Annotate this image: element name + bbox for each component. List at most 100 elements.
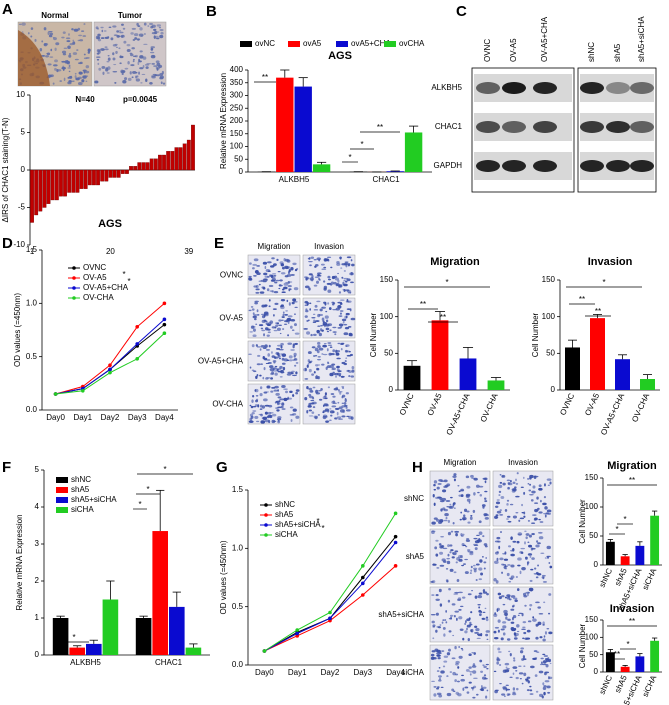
cell-blob [251, 344, 255, 348]
cell-blob [272, 367, 277, 370]
bar [67, 169, 72, 193]
cell-blob [69, 53, 71, 55]
bar [30, 169, 34, 223]
x-tick-label: Day2 [101, 413, 120, 422]
cell-blob [273, 290, 279, 294]
cell-blob [280, 304, 283, 308]
cell-blob [112, 52, 115, 56]
cell-blob [332, 276, 337, 279]
cell-blob [318, 389, 322, 392]
cell-blob [341, 395, 344, 399]
cell-blob [512, 666, 518, 669]
cell-blob [255, 284, 259, 289]
y-tick-label: 50 [234, 154, 243, 163]
cell-blob [506, 572, 510, 577]
cell-blob [519, 650, 524, 654]
cell-blob [295, 392, 299, 395]
cell-blob [468, 501, 471, 504]
cell-blob [464, 571, 469, 575]
cell-blob [499, 531, 503, 533]
cell-blob [263, 311, 269, 315]
cell-blob [522, 655, 526, 659]
cell-blob [316, 358, 322, 361]
cell-blob [473, 544, 479, 547]
cell-blob [456, 680, 460, 683]
cell-blob [543, 495, 546, 499]
cell-blob [548, 631, 553, 635]
blot-column-label: OV-A5 [509, 38, 518, 62]
cell-blob [55, 42, 60, 46]
cell-blob [345, 344, 350, 347]
bar [294, 86, 312, 172]
cell-blob [322, 411, 325, 414]
cell-blob [325, 310, 328, 313]
cell-blob [118, 29, 122, 32]
cell-blob [486, 668, 489, 670]
x-tick-label: OVNC [398, 392, 416, 417]
cell-blob [443, 655, 449, 658]
cell-blob [453, 690, 456, 692]
cell-blob [270, 265, 275, 268]
cell-blob [78, 62, 83, 65]
blot-row-label: GAPDH [434, 161, 463, 170]
cell-blob [139, 55, 144, 59]
cell-blob [510, 479, 512, 483]
cell-blob [496, 557, 499, 562]
cell-blob [118, 47, 121, 50]
line-marker [328, 616, 332, 621]
cell-blob [433, 502, 436, 506]
cell-blob [538, 487, 543, 491]
bar [174, 147, 179, 171]
cell-blob [452, 634, 455, 637]
cell-blob [529, 556, 532, 558]
cell-blob [344, 280, 348, 283]
cell-blob [459, 518, 462, 521]
legend-swatch [56, 487, 68, 493]
blot-column-label: OV-A5+CHA [540, 16, 549, 62]
annotation: ** [595, 307, 601, 316]
y-tick-label: 150 [542, 275, 556, 284]
cell-blob [321, 329, 324, 332]
cell-blob [524, 530, 527, 532]
cell-blob [501, 595, 505, 598]
panel-label: B [206, 3, 217, 20]
cell-blob [269, 290, 274, 292]
cell-blob [499, 481, 503, 484]
cell-blob [496, 661, 499, 665]
cell-blob [438, 679, 442, 682]
cell-blob [266, 261, 272, 264]
image-row-label: OV-A5 [219, 314, 243, 323]
cell-blob [312, 321, 317, 324]
cell-blob [324, 315, 329, 319]
cell-blob [337, 272, 339, 275]
cell-blob [506, 594, 511, 597]
line-series [55, 318, 165, 395]
cell-blob [545, 664, 549, 668]
cell-blob [288, 270, 290, 275]
y-tick-label: 1.5 [232, 485, 244, 494]
cell-blob [536, 509, 539, 512]
cell-blob [335, 375, 337, 378]
cell-blob [502, 686, 507, 690]
cell-blob [135, 72, 138, 74]
blot-band [606, 121, 630, 133]
cell-blob [479, 688, 482, 691]
chart-title: Invasion [588, 256, 633, 268]
legend-swatch [72, 296, 76, 300]
bar [112, 169, 117, 178]
cell-blob [510, 595, 516, 598]
legend-label: OV-A5 [83, 273, 107, 282]
cell-blob [478, 485, 484, 488]
cell-blob [435, 539, 439, 542]
cell-blob [458, 616, 463, 620]
cell-blob [510, 553, 515, 557]
cell-blob [506, 518, 509, 520]
image-column-label: Migration [258, 242, 291, 251]
cell-blob [254, 415, 259, 419]
bar [120, 169, 125, 174]
cell-blob [270, 372, 274, 376]
cell-blob [508, 598, 512, 601]
cell-blob [541, 576, 545, 579]
cell-blob [103, 30, 107, 32]
cell-blob [260, 313, 265, 316]
